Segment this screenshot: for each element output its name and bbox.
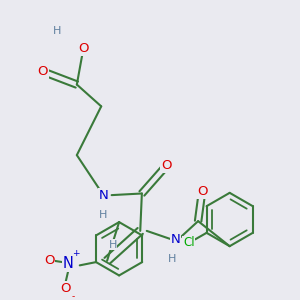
Text: N: N: [170, 232, 180, 245]
Text: O: O: [38, 65, 48, 78]
Text: N: N: [99, 189, 108, 202]
Text: H: H: [53, 26, 61, 36]
Text: H: H: [108, 239, 117, 250]
Text: O: O: [197, 185, 207, 198]
Text: O: O: [44, 254, 55, 267]
Text: O: O: [161, 159, 172, 172]
Text: O: O: [60, 282, 70, 295]
Text: H: H: [168, 254, 176, 263]
Text: Cl: Cl: [183, 236, 194, 249]
Text: H: H: [99, 210, 108, 220]
Text: O: O: [78, 42, 88, 55]
Text: +: +: [72, 250, 79, 259]
Text: N: N: [63, 256, 74, 271]
Text: -: -: [72, 292, 75, 300]
